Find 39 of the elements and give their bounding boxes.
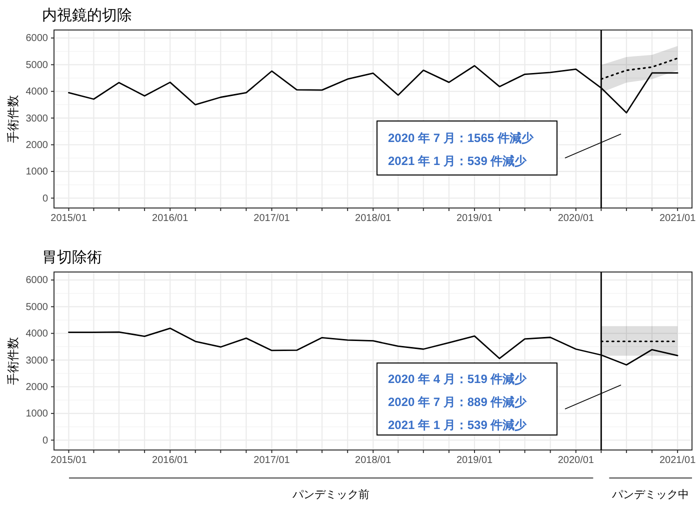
y-tick-label: 3000 xyxy=(26,113,48,124)
x-tick-label: 2019/01 xyxy=(456,213,494,224)
x-tick-label: 2016/01 xyxy=(152,213,189,224)
y-tick-label: 6000 xyxy=(26,275,48,286)
x-tick-label: 2018/01 xyxy=(355,455,392,466)
y-tick-label: 3000 xyxy=(26,355,48,366)
text: パンデミック中 xyxy=(611,488,690,501)
x-tick-label: 2015/01 xyxy=(50,455,88,466)
x-tick-label: 2021/01 xyxy=(659,455,696,466)
y-tick-label: 4000 xyxy=(26,86,48,98)
x-tick-label: 2020/01 xyxy=(558,213,594,224)
y-tick-label: 1000 xyxy=(26,166,48,178)
x-tick-label: 2016/01 xyxy=(152,455,189,466)
y-tick-label: 5000 xyxy=(26,60,48,71)
x-tick-label: 2015/01 xyxy=(50,213,88,224)
annotation: 2021 年 1 月：539 件減少 xyxy=(388,154,528,168)
x-tick-label: 2017/01 xyxy=(254,455,290,466)
x-tick-label: 2021/01 xyxy=(659,213,696,224)
x-tick-label: 2020/01 xyxy=(558,455,594,466)
y-tick-label: 5000 xyxy=(26,302,48,313)
annotation: 2020 年 7 月：1565 件減少 xyxy=(388,131,534,145)
x-tick-label: 2017/01 xyxy=(254,213,290,224)
y-axis-title: 手術件数 xyxy=(6,95,20,143)
annotation: 2020 年 7 月：889 件減少 xyxy=(388,395,528,409)
x-tick-label: 2018/01 xyxy=(355,213,392,224)
chart-title: 胃切除術 xyxy=(42,248,102,266)
y-tick-label: 2000 xyxy=(26,382,48,393)
y-tick-label: 2000 xyxy=(26,140,48,151)
annotation: 2020 年 4 月：519 件減少 xyxy=(388,372,528,386)
annotation: 2021 年 1 月：539 件減少 xyxy=(388,418,528,432)
y-tick-label: 4000 xyxy=(26,328,48,340)
chart-title: 内視鏡的切除 xyxy=(42,6,132,24)
y-tick-label: 6000 xyxy=(26,33,48,44)
y-tick-label: 0 xyxy=(42,193,48,204)
y-axis-title: 手術件数 xyxy=(6,337,20,385)
y-tick-label: 0 xyxy=(42,435,48,446)
text: パンデミック前 xyxy=(292,488,370,501)
y-tick-label: 1000 xyxy=(26,408,48,420)
x-tick-label: 2019/01 xyxy=(456,455,494,466)
